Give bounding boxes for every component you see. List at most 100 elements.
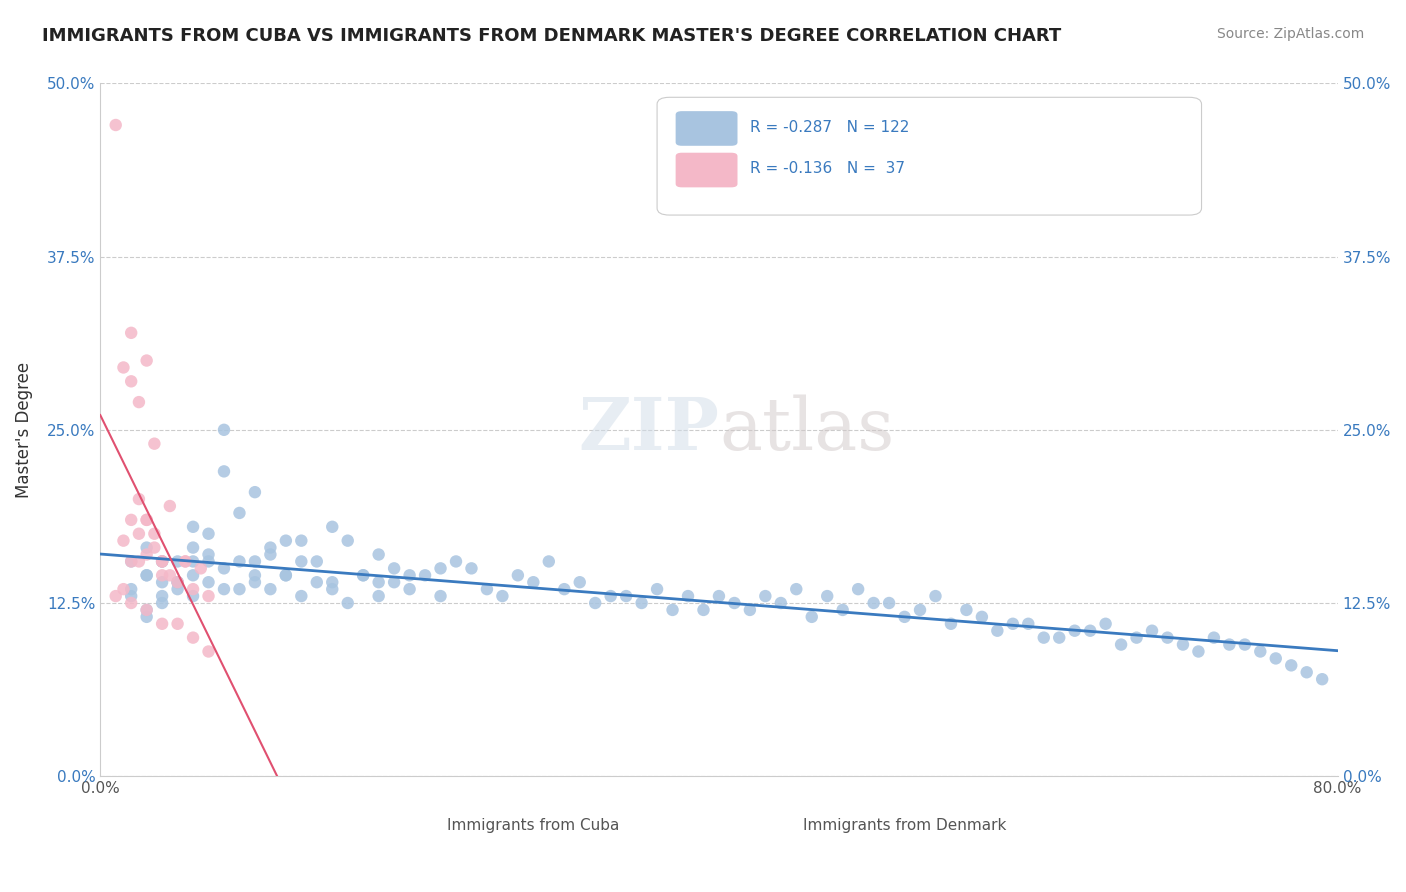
Immigrants from Cuba <box>259 548 281 562</box>
Immigrants from Cuba <box>367 575 389 590</box>
Immigrants from Cuba <box>583 596 606 610</box>
Immigrants from Cuba <box>135 568 157 582</box>
Immigrants from Cuba <box>197 548 219 562</box>
Immigrants from Cuba <box>259 541 281 555</box>
Immigrants from Cuba <box>661 603 683 617</box>
Immigrants from Cuba <box>166 554 188 568</box>
Immigrants from Cuba <box>243 485 266 500</box>
Immigrants from Denmark <box>190 561 212 575</box>
Immigrants from Cuba <box>645 582 668 596</box>
Immigrants from Cuba <box>676 589 699 603</box>
Immigrants from Cuba <box>212 582 235 596</box>
Immigrants from Denmark <box>128 492 150 507</box>
Immigrants from Cuba <box>197 575 219 590</box>
Immigrants from Cuba <box>1310 672 1333 686</box>
Immigrants from Cuba <box>522 575 544 590</box>
Text: ZIP: ZIP <box>578 394 718 466</box>
Immigrants from Cuba <box>382 561 405 575</box>
Immigrants from Cuba <box>429 589 451 603</box>
Text: Immigrants from Cuba: Immigrants from Cuba <box>447 818 620 833</box>
Immigrants from Cuba <box>305 554 328 568</box>
Immigrants from Denmark <box>120 596 142 610</box>
Immigrants from Cuba <box>135 568 157 582</box>
Immigrants from Cuba <box>491 589 513 603</box>
Immigrants from Cuba <box>166 575 188 590</box>
Immigrants from Cuba <box>336 596 359 610</box>
Immigrants from Cuba <box>120 554 142 568</box>
Immigrants from Cuba <box>614 589 637 603</box>
Immigrants from Denmark <box>135 353 157 368</box>
Immigrants from Denmark <box>120 554 142 568</box>
Immigrants from Denmark <box>159 499 181 513</box>
Immigrants from Cuba <box>723 596 745 610</box>
Immigrants from Cuba <box>150 575 173 590</box>
Immigrants from Cuba <box>181 520 204 534</box>
Immigrants from Cuba <box>429 561 451 575</box>
Immigrants from Cuba <box>785 582 807 596</box>
Immigrants from Cuba <box>181 541 204 555</box>
Immigrants from Denmark <box>150 554 173 568</box>
Immigrants from Cuba <box>754 589 776 603</box>
Immigrants from Cuba <box>243 575 266 590</box>
Immigrants from Cuba <box>352 568 374 582</box>
Immigrants from Cuba <box>228 506 250 520</box>
Immigrants from Cuba <box>197 554 219 568</box>
Immigrants from Cuba <box>166 582 188 596</box>
Immigrants from Denmark <box>143 526 166 541</box>
Immigrants from Cuba <box>986 624 1008 638</box>
Immigrants from Cuba <box>800 610 823 624</box>
Immigrants from Cuba <box>382 575 405 590</box>
Immigrants from Cuba <box>336 533 359 548</box>
Immigrants from Cuba <box>537 554 560 568</box>
Immigrants from Cuba <box>181 554 204 568</box>
Immigrants from Cuba <box>1032 631 1054 645</box>
Immigrants from Cuba <box>305 575 328 590</box>
Immigrants from Denmark <box>104 118 127 132</box>
Immigrants from Cuba <box>228 582 250 596</box>
Immigrants from Cuba <box>398 568 420 582</box>
Immigrants from Cuba <box>1047 631 1070 645</box>
Immigrants from Cuba <box>692 603 714 617</box>
FancyBboxPatch shape <box>676 112 738 145</box>
Immigrants from Cuba <box>398 582 420 596</box>
Immigrants from Cuba <box>135 541 157 555</box>
Immigrants from Denmark <box>128 554 150 568</box>
Immigrants from Denmark <box>135 548 157 562</box>
Immigrants from Cuba <box>506 568 529 582</box>
Immigrants from Denmark <box>181 582 204 596</box>
Immigrants from Denmark <box>120 374 142 388</box>
Text: R = -0.287   N = 122: R = -0.287 N = 122 <box>749 120 910 135</box>
Immigrants from Denmark <box>128 395 150 409</box>
Immigrants from Denmark <box>112 533 135 548</box>
Immigrants from Denmark <box>112 360 135 375</box>
Immigrants from Cuba <box>1279 658 1302 673</box>
Immigrants from Cuba <box>924 589 946 603</box>
FancyBboxPatch shape <box>657 97 1202 215</box>
Immigrants from Cuba <box>862 596 884 610</box>
Text: IMMIGRANTS FROM CUBA VS IMMIGRANTS FROM DENMARK MASTER'S DEGREE CORRELATION CHAR: IMMIGRANTS FROM CUBA VS IMMIGRANTS FROM … <box>42 27 1062 45</box>
Immigrants from Cuba <box>150 596 173 610</box>
Immigrants from Cuba <box>1218 638 1240 652</box>
Immigrants from Cuba <box>135 610 157 624</box>
Immigrants from Cuba <box>259 582 281 596</box>
Immigrants from Cuba <box>352 568 374 582</box>
Immigrants from Denmark <box>174 554 197 568</box>
Immigrants from Cuba <box>1171 638 1194 652</box>
Immigrants from Cuba <box>939 616 962 631</box>
Text: Immigrants from Denmark: Immigrants from Denmark <box>803 818 1007 833</box>
Text: R = -0.136   N =  37: R = -0.136 N = 37 <box>749 161 905 176</box>
Immigrants from Cuba <box>599 589 621 603</box>
Immigrants from Cuba <box>274 568 297 582</box>
Immigrants from Cuba <box>274 533 297 548</box>
Immigrants from Cuba <box>1202 631 1225 645</box>
Immigrants from Cuba <box>321 520 343 534</box>
Immigrants from Cuba <box>150 554 173 568</box>
Immigrants from Cuba <box>475 582 498 596</box>
Y-axis label: Master's Degree: Master's Degree <box>15 362 32 498</box>
Immigrants from Cuba <box>955 603 977 617</box>
Immigrants from Cuba <box>135 603 157 617</box>
Immigrants from Cuba <box>243 568 266 582</box>
Immigrants from Cuba <box>197 526 219 541</box>
Immigrants from Cuba <box>212 464 235 478</box>
Immigrants from Cuba <box>290 589 312 603</box>
